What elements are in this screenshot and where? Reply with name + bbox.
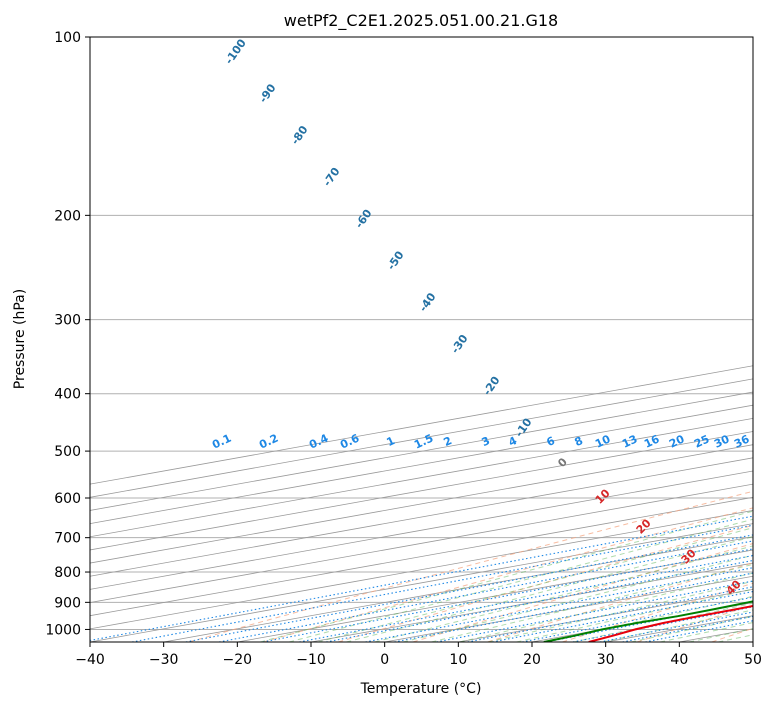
plot-frame bbox=[89, 36, 754, 643]
isotherm-gridline bbox=[90, 523, 753, 642]
mixing-ratio-label: 25 bbox=[692, 432, 711, 450]
grid-layer bbox=[90, 37, 753, 642]
x-tick-label: −40 bbox=[75, 652, 105, 668]
x-tick-label: 10 bbox=[449, 652, 467, 668]
dry-adiabat-line bbox=[263, 507, 753, 642]
mixing-ratio-label: 36 bbox=[732, 432, 752, 450]
mixing-ratio-label: 20 bbox=[667, 432, 687, 450]
moist-adiabat-line bbox=[260, 510, 753, 642]
axes-layer: −40 −30 −20 −10 0 10 20 30 40 50 100 200 300 400 500 60… bbox=[45, 30, 762, 668]
y-tick-label: 100 bbox=[54, 30, 81, 46]
y-tick-label: 700 bbox=[54, 531, 81, 547]
x-axis-label: Temperature (°C) bbox=[360, 681, 482, 697]
moist-adiabat-line bbox=[288, 518, 753, 642]
mixing-ratio-line bbox=[394, 572, 753, 642]
isotherm-gridline bbox=[90, 510, 753, 630]
mixing-ratio-label: 16 bbox=[642, 432, 662, 450]
isotherm-gridline bbox=[90, 496, 753, 617]
dry-adiabat-line bbox=[338, 524, 753, 642]
y-tick-label: 800 bbox=[54, 565, 81, 581]
y-tick-label: 900 bbox=[54, 595, 81, 611]
isotherm-gridline bbox=[163, 536, 753, 642]
moist-adiabat-line bbox=[516, 588, 753, 642]
isotherm-gridline bbox=[90, 444, 753, 564]
moist-adiabat-line bbox=[374, 545, 753, 642]
mixing-ratio-line bbox=[90, 515, 753, 642]
y-tick-label: 400 bbox=[54, 387, 81, 403]
mixing-ratio-label: 13 bbox=[620, 432, 639, 450]
isotherm-gridline bbox=[90, 470, 753, 590]
x-tick-label: 0 bbox=[380, 652, 389, 668]
chart-title: wetPf2_C2E1.2025.051.00.21.G18 bbox=[284, 11, 558, 31]
x-tick-label: −20 bbox=[223, 652, 253, 668]
mixing-ratio-line bbox=[185, 534, 753, 642]
y-tick-label: 1000 bbox=[45, 622, 81, 638]
moist-adiabat-line bbox=[431, 563, 753, 642]
mixing-ratio-label: 30 bbox=[712, 432, 732, 450]
y-tick-label: 300 bbox=[54, 313, 81, 329]
x-tick-label: −30 bbox=[149, 652, 179, 668]
y-tick-label: 200 bbox=[54, 208, 81, 224]
y-tick-label: 600 bbox=[54, 491, 81, 507]
y-axis-label: Pressure (hPa) bbox=[12, 289, 28, 389]
x-tick-label: 30 bbox=[597, 652, 615, 668]
mixing-ratio-line bbox=[325, 559, 753, 642]
y-tick-label: 500 bbox=[54, 444, 81, 460]
x-tick-label: 50 bbox=[744, 652, 762, 668]
isotherm-gridline bbox=[90, 457, 753, 577]
mixing-ratio-line bbox=[365, 567, 753, 642]
x-tick-label: −10 bbox=[296, 652, 326, 668]
isotherm-gridline bbox=[90, 483, 753, 603]
mixing-ratio-label: 10 bbox=[593, 432, 613, 450]
x-tick-label: 40 bbox=[670, 652, 688, 668]
x-tick-label: 20 bbox=[523, 652, 541, 668]
isotherm-gridline bbox=[90, 431, 753, 551]
lines-layer bbox=[90, 490, 753, 642]
moist-adiabat-line bbox=[487, 580, 753, 642]
